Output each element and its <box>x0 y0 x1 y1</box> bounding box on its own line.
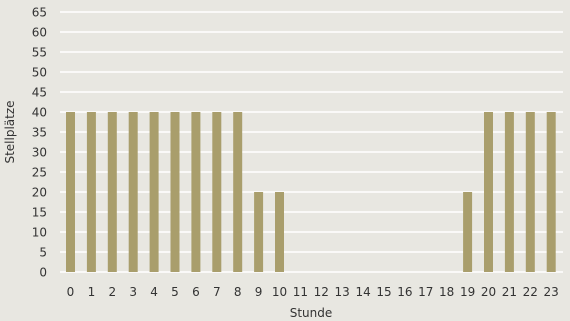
x-tick-label: 11 <box>293 285 308 299</box>
x-tick-label: 22 <box>523 285 538 299</box>
bar-hour-10 <box>275 192 284 272</box>
x-tick-label: 15 <box>376 285 391 299</box>
x-axis-ticks: 0 1 2 3 4 5 6 7 8 9 10 11 12 13 14 15 16 17 18 19 20 21 22 23 <box>67 285 559 299</box>
y-axis-title: Stellplätze <box>3 100 17 163</box>
y-tick-label: 65 <box>32 6 47 20</box>
bar-hour-3 <box>128 112 138 272</box>
y-tick-label: 60 <box>32 26 47 40</box>
bar-hour-4 <box>149 112 159 272</box>
bars <box>66 112 556 272</box>
x-tick-label: 21 <box>502 285 517 299</box>
x-tick-label: 9 <box>255 285 263 299</box>
bar-hour-1 <box>86 112 96 272</box>
x-tick-label: 6 <box>192 285 200 299</box>
x-tick-label: 18 <box>439 285 454 299</box>
y-tick-label: 20 <box>32 186 47 200</box>
x-tick-label: 12 <box>314 285 329 299</box>
bar-hour-23 <box>546 112 556 272</box>
x-tick-label: 13 <box>335 285 350 299</box>
x-axis-title: Stunde <box>290 306 333 320</box>
x-tick-label: 23 <box>544 285 559 299</box>
x-tick-label: 19 <box>460 285 475 299</box>
y-tick-label: 35 <box>32 126 47 140</box>
x-tick-label: 2 <box>108 285 116 299</box>
x-tick-label: 17 <box>418 285 433 299</box>
bar-hour-21 <box>504 112 514 272</box>
x-tick-label: 1 <box>88 285 96 299</box>
bar-hour-6 <box>191 112 201 272</box>
bar-hour-22 <box>525 112 535 272</box>
bar-hour-19 <box>463 192 473 272</box>
gridlines <box>60 11 563 273</box>
x-tick-label: 7 <box>213 285 221 299</box>
x-tick-label: 0 <box>67 285 75 299</box>
x-tick-label: 10 <box>272 285 287 299</box>
bar-hour-5 <box>170 112 180 272</box>
y-tick-label: 0 <box>39 266 47 280</box>
bar-hour-20 <box>484 112 493 272</box>
x-tick-label: 14 <box>355 285 370 299</box>
bar-hour-7 <box>212 112 222 272</box>
x-tick-label: 5 <box>171 285 179 299</box>
y-tick-label: 45 <box>32 86 47 100</box>
x-tick-label: 16 <box>397 285 412 299</box>
y-tick-label: 30 <box>32 146 47 160</box>
y-tick-label: 10 <box>32 226 47 240</box>
x-tick-label: 8 <box>234 285 242 299</box>
x-tick-label: 3 <box>129 285 137 299</box>
y-tick-label: 55 <box>32 46 47 60</box>
y-axis-ticks: 0 5 10 15 20 25 30 35 40 45 50 55 60 65 <box>32 6 47 280</box>
y-tick-label: 40 <box>32 106 47 120</box>
bar-hour-8 <box>233 112 243 272</box>
y-tick-label: 50 <box>32 66 47 80</box>
x-tick-label: 4 <box>150 285 158 299</box>
bar-hour-0 <box>66 112 75 272</box>
bar-hour-9 <box>254 192 264 272</box>
y-tick-label: 5 <box>39 246 47 260</box>
y-tick-label: 25 <box>32 166 47 180</box>
bar-hour-2 <box>107 112 117 272</box>
x-tick-label: 20 <box>481 285 496 299</box>
y-tick-label: 15 <box>32 206 47 220</box>
